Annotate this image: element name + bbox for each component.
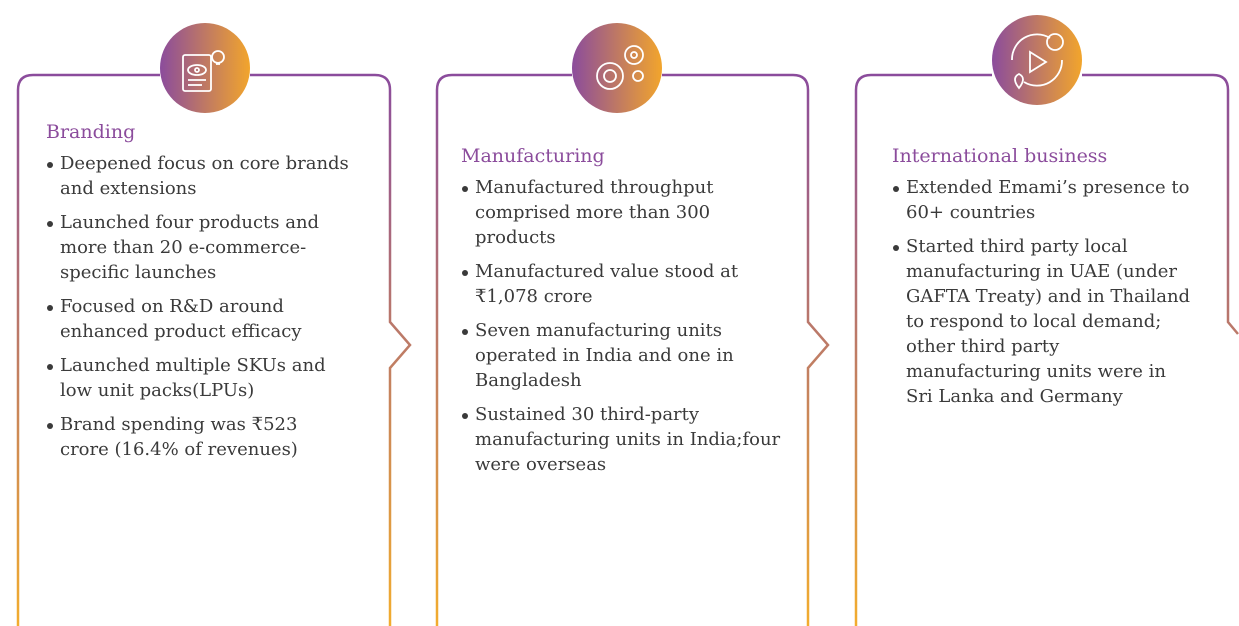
bullet xyxy=(47,423,53,429)
bullet xyxy=(47,364,53,370)
card-border xyxy=(854,73,1239,626)
card-title: International business xyxy=(892,145,1108,167)
card: Manufacturing Manufactured throughput com… xyxy=(461,145,791,486)
bullet-text: Focused on R&D around enhanced product e… xyxy=(60,296,302,342)
bullet-text: Launched multiple SKUs and low unit pack… xyxy=(60,355,326,401)
bullet-text: Started third party local manufacturing … xyxy=(906,236,1191,407)
bullet xyxy=(462,270,468,276)
bullet-text: Deepened focus on core brands and extens… xyxy=(60,153,349,199)
bullet xyxy=(893,186,899,192)
bullet-text: Extended Emami’s presence to 60+ countri… xyxy=(906,177,1190,223)
bullet-item: Deepened focus on core brands and extens… xyxy=(46,151,351,201)
bullet-text: Manufactured value stood at ₹1,078 crore xyxy=(475,261,739,307)
bullet-text: Launched four products and more than 20 … xyxy=(60,212,320,283)
card-title: Manufacturing xyxy=(461,145,605,167)
bullet-text: Manufactured throughput comprised more t… xyxy=(475,177,714,248)
bullet-item: Seven manufacturing units operated in In… xyxy=(461,318,791,393)
card-border xyxy=(435,73,830,626)
bullet xyxy=(47,305,53,311)
icon xyxy=(992,15,1082,105)
bullet-item: Manufactured value stood at ₹1,078 crore xyxy=(461,259,791,309)
bullet-text: Seven manufacturing units operated in In… xyxy=(475,320,734,391)
bullet-item: Launched four products and more than 20 … xyxy=(46,210,351,285)
card: International business Extended Emami’s p… xyxy=(892,145,1197,418)
bullet-text: Brand spending was ₹523 crore (16.4% of … xyxy=(60,414,298,460)
bullet xyxy=(47,221,53,227)
card: Branding Deepened focus on core brands an… xyxy=(46,121,351,471)
bullet-text: Sustained 30 third-party manufacturing u… xyxy=(475,404,781,475)
bullet xyxy=(462,329,468,335)
bullet xyxy=(47,162,53,168)
card-border xyxy=(16,73,412,626)
bullet xyxy=(893,245,899,251)
bullet-item: Started third party local manufacturing … xyxy=(892,234,1197,409)
card-title: Branding xyxy=(46,121,136,143)
bullet-item: Launched multiple SKUs and low unit pack… xyxy=(46,353,351,403)
bullet-item: Brand spending was ₹523 crore (16.4% of … xyxy=(46,412,351,462)
icon xyxy=(572,23,662,113)
bullet xyxy=(462,186,468,192)
bullet-item: Sustained 30 third-party manufacturing u… xyxy=(461,402,791,477)
bullet xyxy=(462,413,468,419)
bullet-item: Extended Emami’s presence to 60+ countri… xyxy=(892,175,1197,225)
bullet-item: Focused on R&D around enhanced product e… xyxy=(46,294,351,344)
bullet-item: Manufactured throughput comprised more t… xyxy=(461,175,791,250)
